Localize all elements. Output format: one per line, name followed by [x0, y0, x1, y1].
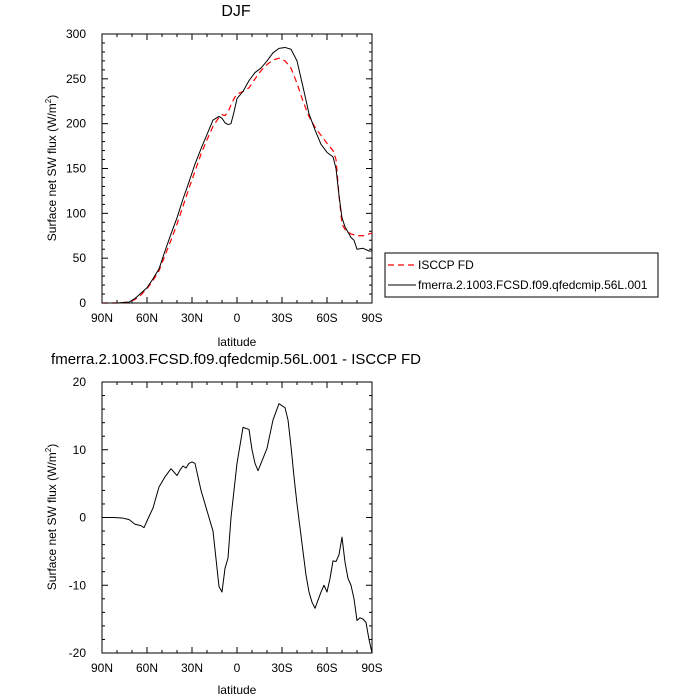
bottom-y-axis-label-sup: 2: [44, 447, 53, 452]
y-tick-label: 0: [79, 296, 86, 310]
y-tick-label: -20: [69, 646, 87, 660]
top-series-line-1: [102, 46, 372, 304]
x-tick-label: 60S: [316, 661, 337, 675]
top-x-axis: 90N 60N 30N 0 30S 60S 90S: [91, 34, 383, 325]
top-series-line-0: [102, 57, 373, 304]
bottom-y-axis-label-end: ): [45, 444, 59, 448]
x-tick-label: 60N: [136, 311, 158, 325]
x-tick-label: 90S: [361, 311, 382, 325]
legend-label-isccp: ISCCP FD: [418, 258, 474, 272]
top-y-axis-label-sup: 2: [44, 98, 53, 103]
bottom-y-axis-label-main: Surface net SW flux (W/m: [45, 452, 59, 590]
y-tick-label: 250: [66, 72, 86, 86]
top-chart: DJF 90N 60N 30N 0 30S 60S 90S 0 50 100 150 200 250 3…: [44, 3, 383, 349]
x-tick-label: 30S: [271, 661, 292, 675]
bottom-x-axis-label: latitude: [218, 683, 257, 697]
legend: ISCCP FD fmerra.2.1003.FCSD.f09.qfedcmip…: [384, 252, 659, 298]
x-tick-label: 90N: [91, 311, 113, 325]
x-tick-label: 90N: [91, 661, 113, 675]
y-tick-label: 150: [66, 162, 86, 176]
y-tick-label: 300: [66, 27, 86, 41]
y-tick-label: 20: [73, 375, 87, 389]
y-tick-label: 50: [73, 251, 87, 265]
top-chart-title: DJF: [221, 3, 251, 20]
bottom-series-lines: [102, 403, 373, 654]
x-tick-label: 30N: [181, 311, 203, 325]
top-y-axis-label: Surface net SW flux (W/m2): [44, 95, 59, 241]
top-series-lines: [102, 46, 373, 304]
bottom-y-axis-label: Surface net SW flux (W/m2): [44, 444, 59, 590]
x-tick-label: 60N: [136, 661, 158, 675]
x-tick-label: 0: [234, 661, 241, 675]
y-tick-label: 200: [66, 117, 86, 131]
y-tick-label: 100: [66, 206, 86, 220]
top-x-axis-label: latitude: [218, 335, 257, 349]
bottom-y-axis: -20 -10 0 10 20: [69, 375, 372, 660]
bottom-series-line-0: [102, 403, 373, 654]
top-y-axis-label-main: Surface net SW flux (W/m: [45, 103, 59, 241]
x-tick-label: 90S: [361, 661, 382, 675]
bottom-plot-frame: [101, 381, 373, 654]
top-y-axis: 0 50 100 150 200 250 300: [66, 27, 372, 310]
top-plot-frame: [101, 33, 373, 304]
bottom-chart: fmerra.2.1003.FCSD.f09.qfedcmip.56L.001 …: [44, 351, 421, 697]
y-tick-label: 0: [79, 511, 86, 525]
legend-label-model: fmerra.2.1003.FCSD.f09.qfedcmip.56L.001: [418, 278, 648, 292]
x-tick-label: 30S: [271, 311, 292, 325]
bottom-x-axis: 90N 60N 30N 0 30S 60S 90S: [91, 382, 383, 675]
x-tick-label: 60S: [316, 311, 337, 325]
x-tick-label: 30N: [181, 661, 203, 675]
bottom-chart-title: fmerra.2.1003.FCSD.f09.qfedcmip.56L.001 …: [51, 351, 421, 368]
y-tick-label: -10: [69, 578, 87, 592]
x-tick-label: 0: [234, 311, 241, 325]
y-tick-label: 10: [73, 443, 87, 457]
top-y-axis-label-end: ): [45, 95, 59, 99]
legend-box: [384, 252, 659, 298]
